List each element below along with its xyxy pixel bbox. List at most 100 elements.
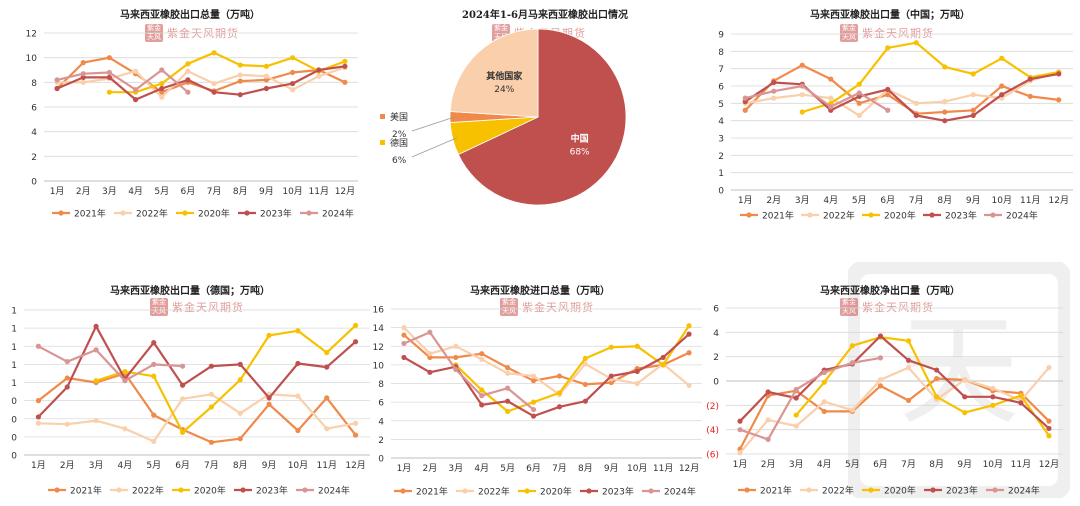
legend-marker [746, 212, 752, 218]
series-2021年 [54, 55, 348, 95]
x-tick-label: 1月 [733, 459, 748, 470]
data-point [427, 369, 433, 375]
x-tick-label: 10月 [992, 195, 1012, 206]
legend-marker [182, 210, 188, 216]
data-point [530, 413, 537, 419]
series-line [37, 345, 183, 382]
data-point [582, 398, 588, 404]
data-point [208, 439, 215, 445]
data-point [1027, 76, 1033, 82]
data-point [316, 73, 322, 79]
data-point [352, 432, 359, 438]
series-2024年 [737, 355, 884, 442]
chart-title: 马来西亚橡胶净出口量（万吨） [820, 286, 960, 297]
watermark-seal-icon: 紫金天风 [500, 298, 518, 316]
series-line [795, 336, 1050, 437]
legend-label: 2022年 [136, 208, 168, 220]
data-point [856, 81, 862, 87]
series-2022年 [401, 325, 692, 398]
data-point [132, 97, 139, 103]
data-point [342, 58, 348, 64]
data-point [211, 80, 217, 87]
x-tick-label: 12月 [1049, 195, 1069, 206]
data-point [608, 344, 614, 350]
y-tick-label: 12 [373, 343, 384, 353]
series-line [739, 366, 1050, 454]
data-point [828, 104, 834, 110]
x-tick-label: 6月 [526, 463, 541, 474]
data-point [401, 332, 407, 338]
chart-net-export: 马来西亚橡胶净出口量（万吨） 紫金 天风 紫金天风期货 (6) (4) (2) 0 2 4 6 1… [700, 280, 1080, 506]
leader-line [411, 137, 458, 158]
watermark-seal-icon: 紫金天风 [840, 298, 858, 316]
data-point [934, 394, 940, 400]
series-line [38, 393, 356, 443]
watermark: 紫金天风紫金天风期货 [150, 298, 244, 316]
series-2023年 [35, 323, 359, 420]
x-tick-label: 4月 [118, 460, 133, 471]
x-tick-label: 12月 [1039, 459, 1059, 470]
data-point [608, 373, 614, 379]
legend-marker [868, 212, 874, 218]
x-tick-label: 9月 [259, 186, 274, 197]
data-point [1027, 93, 1033, 99]
series-line [403, 331, 535, 411]
data-point [295, 393, 301, 399]
series-2020年 [453, 323, 692, 415]
data-point [93, 378, 99, 384]
series-line [739, 377, 1050, 450]
data-point [970, 107, 976, 113]
data-point [289, 87, 296, 93]
x-tick-label: 7月 [909, 195, 924, 206]
y-tick-label: 1 [11, 343, 17, 353]
legend-label: 2022年 [822, 485, 854, 497]
data-point [35, 414, 42, 420]
data-point [962, 410, 968, 416]
legend-marker [744, 487, 750, 493]
data-point [179, 429, 186, 435]
y-tick-label: 9 [718, 31, 724, 41]
data-point [530, 378, 537, 384]
x-tick-label: 6月 [181, 186, 196, 197]
data-point [453, 354, 459, 361]
x-tick-label: 8月 [929, 459, 944, 470]
data-point [80, 74, 86, 80]
x-tick-label: 7月 [901, 459, 916, 470]
legend-marker [120, 210, 126, 216]
data-point [295, 427, 301, 434]
data-point [582, 361, 588, 367]
series-line [403, 326, 690, 396]
data-point [401, 354, 407, 361]
legend: 2021年 2022年 2020年 2023年 2024年 [48, 485, 350, 497]
legend: 2021年 2022年 2020年 2023年 2024年 [740, 210, 1038, 222]
legend-label: 2020年 [198, 208, 230, 220]
data-point [122, 426, 128, 432]
data-point [582, 355, 588, 361]
data-point [821, 408, 827, 415]
y-tick-label: 4 [31, 128, 37, 138]
x-tick-label: 9月 [966, 195, 981, 206]
gridlines [391, 308, 702, 459]
data-point [80, 71, 86, 77]
legend-marker [524, 488, 530, 494]
legend-marker [240, 487, 246, 493]
data-point [556, 404, 563, 410]
data-point [686, 382, 692, 388]
data-point [132, 68, 139, 74]
data-point [453, 366, 459, 373]
data-point [427, 351, 433, 357]
data-point [289, 55, 296, 61]
data-point [289, 69, 296, 76]
legend-label: 2021年 [416, 486, 448, 498]
series-2022年 [737, 365, 1052, 456]
data-point [237, 436, 243, 442]
data-point [793, 386, 799, 393]
legend-label: 2024年 [322, 208, 354, 220]
x-tick-label: 2月 [60, 460, 75, 471]
series-2021年 [35, 370, 359, 445]
data-point [556, 390, 563, 396]
data-point [877, 383, 884, 389]
data-point [885, 92, 891, 98]
data-point [266, 332, 272, 338]
legend-marker [992, 487, 998, 493]
